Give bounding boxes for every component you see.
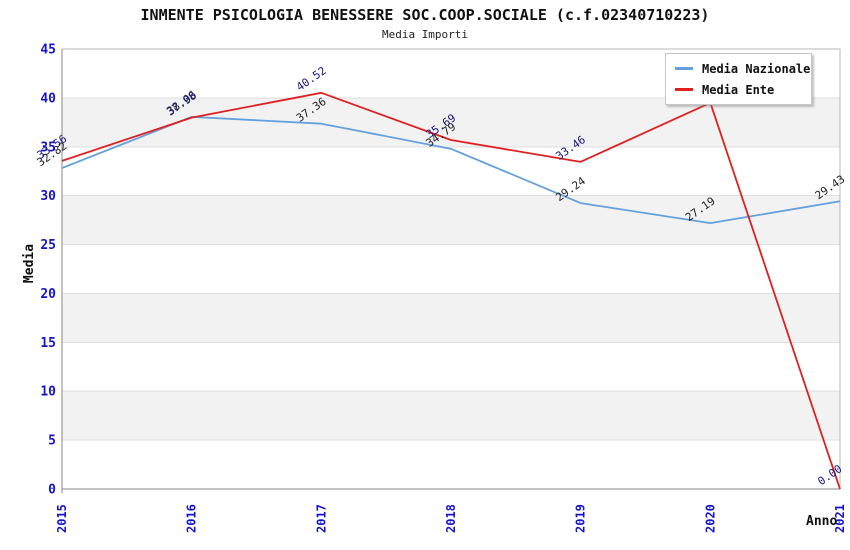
- x-tick-label: 2021: [833, 504, 847, 533]
- data-label-media-ente: 40.52: [294, 64, 329, 94]
- y-axis-title: Media: [22, 243, 38, 284]
- grid-band: [62, 293, 840, 343]
- x-tick-label: 2016: [185, 504, 199, 533]
- grid-band: [62, 195, 840, 245]
- y-tick-label: 45: [40, 43, 56, 58]
- y-tick-label: 25: [40, 238, 56, 253]
- x-axis-title: Anno: [806, 514, 838, 529]
- y-tick-label: 0: [48, 483, 56, 498]
- y-tick-label: 15: [40, 336, 56, 351]
- legend-label-media-ente: Media Ente: [702, 82, 775, 97]
- x-tick-label: 2015: [55, 504, 69, 533]
- grid-band: [62, 391, 840, 441]
- y-tick-label: 5: [48, 434, 56, 449]
- x-tick-label: 2020: [703, 504, 717, 533]
- y-tick-label: 30: [40, 189, 56, 204]
- x-tick-label: 2018: [444, 504, 458, 533]
- chart-subtitle: Media Importi: [381, 28, 469, 41]
- y-tick-label: 40: [40, 91, 56, 106]
- chart-title: INMENTE PSICOLOGIA BENESSERE SOC.COOP.SO…: [140, 6, 710, 24]
- legend-swatch-media-ente-icon: [675, 88, 693, 91]
- legend-item-media-ente: Media Ente: [675, 83, 811, 97]
- y-tick-label: 35: [40, 140, 56, 155]
- legend-item-media-nazionale: Media Nazionale: [675, 62, 811, 76]
- grid-band: [62, 97, 840, 147]
- x-tick-label: 2019: [574, 504, 588, 533]
- y-tick-label: 10: [40, 385, 56, 400]
- legend-label-media-nazionale: Media Nazionale: [702, 61, 811, 76]
- legend-swatch-media-nazionale-icon: [675, 67, 693, 70]
- x-tick-label: 2017: [314, 504, 328, 533]
- legend: Media Nazionale Media Ente: [665, 53, 812, 105]
- y-tick-label: 20: [40, 287, 56, 302]
